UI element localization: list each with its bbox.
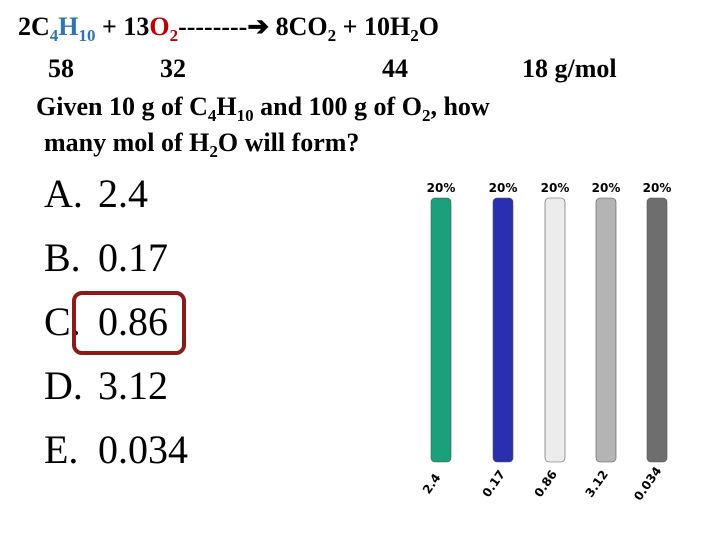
value-label: 20% (592, 181, 621, 195)
text-run: 2 (410, 26, 419, 46)
text-run: 4 (49, 26, 59, 46)
answer-letter: B. (44, 235, 81, 280)
category-label: 3.12 (582, 468, 610, 500)
answer: B. 0.17 (44, 234, 168, 281)
question: Given 10 g of C4H10 and 100 g of O2, how (36, 92, 490, 126)
question: many mol of H2O will form? (44, 128, 359, 162)
mass: 44 (382, 54, 408, 83)
text-run: , how (430, 92, 490, 121)
text-run: O will form? (217, 128, 360, 157)
bar (646, 197, 668, 463)
answer-text: 3.12 (98, 363, 168, 408)
text-run: + 10H (336, 12, 411, 41)
answer-letter: E. (44, 427, 79, 472)
text-run: 4 (207, 106, 217, 126)
text-run: H (58, 12, 79, 41)
mass: 58 (48, 54, 74, 83)
text-run: 2 (169, 26, 179, 46)
highlight-box (72, 291, 186, 355)
bar (544, 197, 566, 463)
bar (492, 197, 514, 463)
answer: A. 2.4 (44, 170, 148, 217)
text-run: --------➔ 8CO (178, 12, 328, 41)
answer: E. 0.034 (44, 426, 188, 473)
answer-letter: D. (44, 363, 83, 408)
category-label: 0.034 (631, 464, 664, 503)
mass: 18 g/mol (522, 54, 617, 83)
answer-text: 0.034 (98, 427, 188, 472)
bar (595, 197, 617, 463)
category-label: 2.4 (420, 471, 444, 496)
text-run: Given 10 g of C (36, 92, 208, 121)
answer-letter: A. (44, 171, 83, 216)
text-run: many mol of H (44, 128, 210, 157)
category-label: 0.86 (531, 468, 559, 500)
text-run: O (149, 12, 170, 41)
value-label: 20% (643, 181, 672, 195)
text-run: 2C (18, 12, 50, 41)
mass: 32 (160, 54, 186, 83)
text-run: 10 (78, 26, 96, 46)
category-label: 0.17 (479, 468, 507, 500)
text-run: 10 (236, 106, 254, 126)
text-run: 2 (327, 26, 337, 46)
answer-text: 0.86 (98, 299, 168, 344)
text-run: 2 (209, 142, 218, 162)
equation: 2C4H10 + 13O2--------➔ 8CO2 + 10H2O (18, 12, 439, 46)
text-run: O (418, 12, 439, 41)
bar (430, 197, 452, 463)
value-label: 20% (489, 181, 518, 195)
text-run: 2 (421, 106, 431, 126)
answer: D. 3.12 (44, 362, 168, 409)
text-run: + 13 (95, 12, 150, 41)
value-label: 20% (541, 181, 570, 195)
answer-text: 2.4 (98, 171, 148, 216)
value-label: 20% (427, 181, 456, 195)
text-run: H (216, 92, 237, 121)
text-run: and 100 g of O (253, 92, 422, 121)
answer-text: 0.17 (98, 235, 168, 280)
